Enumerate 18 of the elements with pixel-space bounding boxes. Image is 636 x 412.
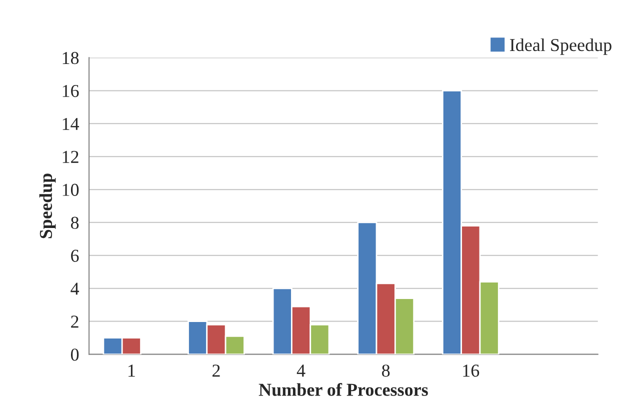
y-tick-label: 10: [62, 184, 79, 196]
y-axis-title: Speedup: [39, 174, 56, 238]
y-tick-label: 2: [71, 316, 78, 328]
y-tick-label: 16: [62, 84, 79, 98]
y-tick-label: 12: [62, 150, 78, 163]
y-tick-label: 6: [71, 250, 79, 262]
y-tick-label: 8: [70, 216, 79, 229]
x-tick-label: 8: [382, 364, 390, 377]
x-axis-title: Number of Processors: [258, 383, 428, 396]
y-tick-label: 4: [70, 282, 80, 295]
legend-label: Ideal Speedup: [510, 38, 612, 55]
x-tick-label: 2: [212, 364, 220, 377]
y-tick-label: 14: [62, 118, 80, 130]
x-tick-label: 16: [463, 364, 480, 377]
y-tick-label: 0: [70, 348, 79, 361]
y-tick-label: 18: [62, 52, 79, 64]
x-tick-label: 4: [296, 364, 306, 377]
x-tick-label: 1: [128, 364, 135, 377]
